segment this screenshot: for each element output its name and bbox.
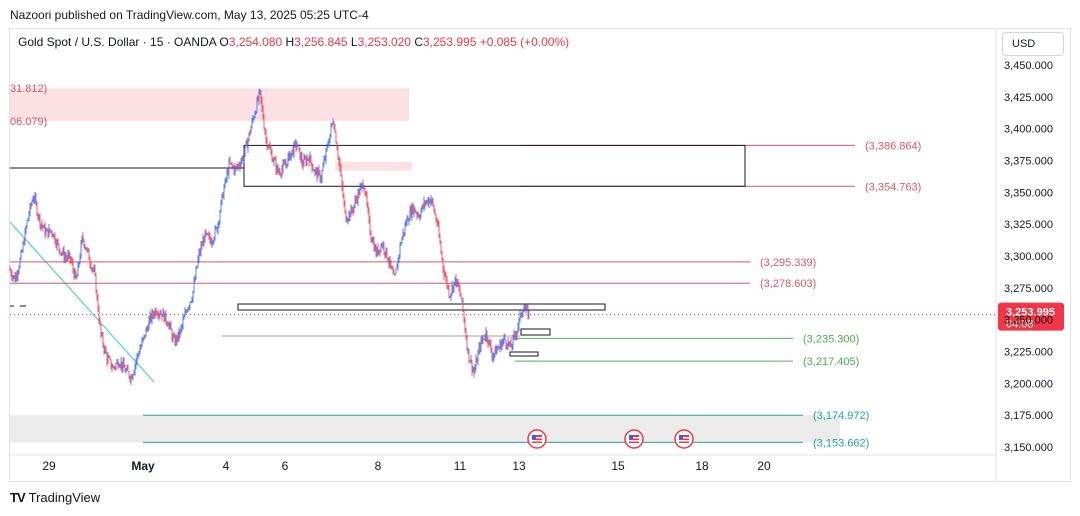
us-flag-stripes-2 (679, 435, 689, 443)
chart-frame (9, 28, 1071, 482)
currency-selector[interactable]: USD (1002, 32, 1064, 56)
demand-zone-bottom (10, 415, 840, 443)
y-tick-label-12: 3,150.000 (1004, 442, 1053, 454)
level-label-7: (3,153.662) (813, 437, 869, 449)
current-price-badge (998, 302, 1064, 331)
change-value: +0.085 (+0.00%) (479, 35, 570, 49)
us-flag-stripe-w2-2 (679, 440, 689, 442)
us-flag-stripe-w1-0 (532, 437, 542, 439)
level-label-5: (3,217.405) (803, 356, 859, 368)
y-tick-label-10: 3,200.000 (1004, 378, 1053, 390)
y-tick-label-9: 3,225.000 (1004, 347, 1053, 359)
level-label-4: (3,235.300) (803, 333, 859, 345)
low-label: L (350, 35, 358, 49)
us-flag-stripe-w1-2 (679, 437, 689, 439)
x-tick-label-2: 4 (223, 459, 230, 473)
us-flag-stripes-1 (629, 435, 639, 443)
y-tick-label-1: 3,425.000 (1004, 92, 1053, 104)
level-label-6: (3,174.972) (813, 410, 869, 422)
x-tick-label-1: May (131, 459, 155, 473)
trendline (9, 221, 155, 383)
y-tick-label-0: 3,450.000 (1004, 60, 1053, 72)
high-value: 3,256.845 (294, 35, 348, 49)
us-flag-stripe-w2-0 (532, 440, 542, 442)
tradingview-logo-text: TradingView (28, 490, 101, 505)
level-label-1: (3,354.763) (865, 181, 921, 193)
ohlc-legend: Gold Spot / U.S. Dollar · 15 · OANDA O3,… (18, 35, 569, 49)
y-tick-label-11: 3,175.000 (1004, 410, 1053, 422)
level-label-0: (3,386.864) (865, 140, 921, 152)
price-countdown: 04:08 (1006, 319, 1034, 331)
x-tick-label-5: 11 (454, 459, 467, 473)
y-tick-label-2: 3,400.000 (1004, 124, 1053, 136)
y-tick-label-7: 3,275.000 (1004, 283, 1053, 295)
supply-zone-small (335, 161, 412, 171)
open-value: 3,254.080 (228, 35, 283, 49)
open-label: O (219, 35, 229, 49)
current-price-label: 3,253.995 (1006, 307, 1055, 319)
close-label: C (414, 35, 423, 49)
y-tick-label-8: 3,250.000 (1004, 315, 1053, 327)
x-tick-label-8: 18 (695, 459, 709, 473)
y-tick-label-5: 3,325.000 (1004, 219, 1053, 231)
close-value: 3,253.995 (423, 35, 477, 49)
supply-zone-top (10, 88, 409, 121)
us-flag-canton-1 (629, 435, 633, 439)
tradingview-logo-icon: TV (10, 490, 26, 505)
high-label: H (285, 35, 295, 49)
tradingview-logo[interactable]: TV TradingView (10, 490, 100, 505)
zone-label-0: 31.812) (10, 83, 47, 95)
level-label-2: (3,295.339) (760, 257, 816, 269)
y-tick-label-6: 3,300.000 (1004, 251, 1053, 263)
x-tick-label-4: 8 (375, 459, 382, 473)
order-block-small-2 (509, 351, 539, 357)
us-flag-canton-0 (532, 435, 536, 439)
symbol-label[interactable]: Gold Spot / U.S. Dollar · 15 · OANDA (18, 35, 217, 49)
publisher-line: Nazoori published on TradingView.com, Ma… (10, 8, 369, 22)
us-flag-stripes-0 (532, 435, 542, 443)
y-tick-label-3: 3,375.000 (1004, 156, 1053, 168)
x-tick-label-3: 6 (282, 459, 289, 473)
x-tick-label-7: 15 (611, 459, 625, 473)
y-tick-label-4: 3,350.000 (1004, 187, 1053, 199)
x-tick-label-9: 20 (757, 459, 771, 473)
zone-label-1: 06.079) (10, 116, 47, 128)
x-tick-label-6: 13 (512, 459, 526, 473)
level-label-3: (3,278.603) (760, 278, 816, 290)
order-block-large (243, 144, 746, 187)
us-flag-canton-2 (679, 435, 683, 439)
order-block-thin (237, 303, 606, 311)
order-block-small-1 (520, 328, 551, 336)
us-flag-stripe-w2-1 (629, 440, 639, 442)
low-value: 3,253.020 (357, 35, 411, 49)
x-tick-label-0: 29 (42, 459, 56, 473)
us-flag-stripe-w1-1 (629, 437, 639, 439)
